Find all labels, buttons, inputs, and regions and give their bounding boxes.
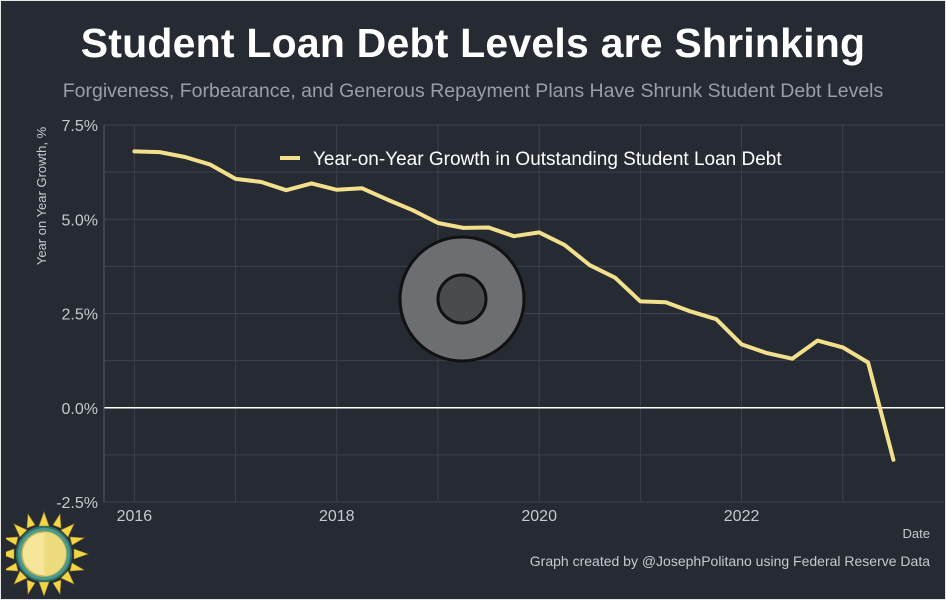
y-tick-label: 7.5%: [62, 118, 98, 135]
chart-title: Student Loan Debt Levels are Shrinking: [80, 20, 866, 66]
x-axis-label: Date: [902, 526, 930, 541]
x-tick-label: 2018: [319, 508, 355, 525]
x-tick-label: 2022: [724, 508, 760, 525]
series-points: [134, 151, 894, 460]
x-tick-labels: 2016 2018 2020 2022: [117, 508, 760, 525]
grid-lines: [103, 124, 944, 503]
credit-text: Graph created by @JosephPolitano using F…: [529, 553, 930, 569]
y-tick-label: 0.0%: [62, 401, 98, 418]
y-tick-labels: -2.5% 0.0% 2.5% 5.0% 7.5%: [56, 118, 98, 512]
sun-logo-icon: [6, 511, 89, 596]
y-tick-label: -2.5%: [56, 495, 98, 512]
x-tick-label: 2016: [117, 508, 153, 525]
legend: Year-on-Year Growth in Outstanding Stude…: [280, 149, 782, 170]
legend-label: Year-on-Year Growth in Outstanding Stude…: [313, 149, 782, 170]
y-axis-label: Year on Year Growth, %: [34, 126, 49, 265]
chart-subtitle: Forgiveness, Forbearance, and Generous R…: [62, 80, 884, 102]
record-icon[interactable]: [398, 235, 526, 363]
y-tick-label: 2.5%: [62, 307, 98, 324]
y-tick-label: 5.0%: [62, 212, 98, 229]
x-tick-label: 2020: [521, 508, 557, 525]
